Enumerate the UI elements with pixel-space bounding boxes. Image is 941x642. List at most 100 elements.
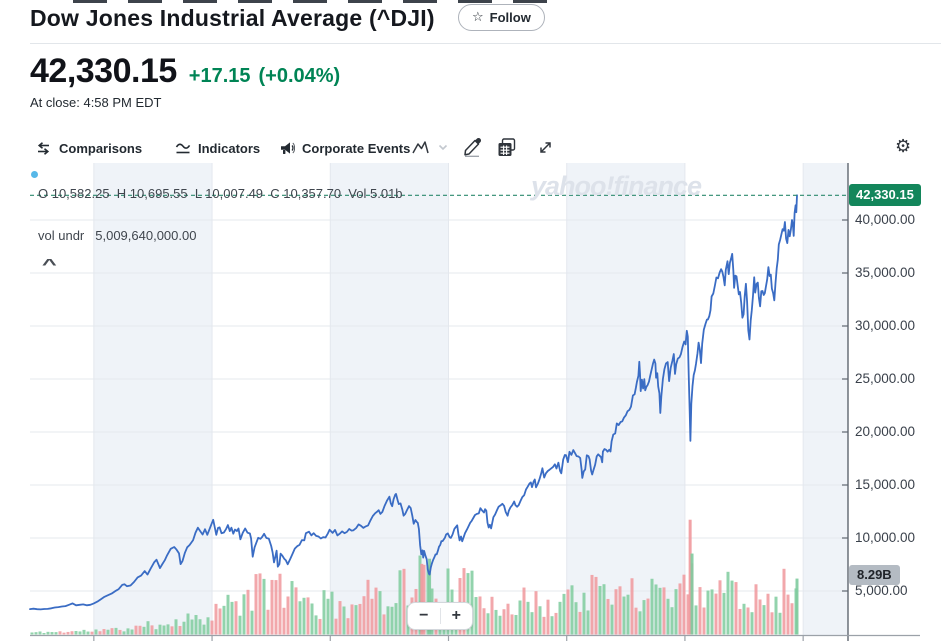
calculator-button[interactable] [497, 134, 517, 160]
market-time-note: At close: 4:58 PM EDT [30, 95, 162, 110]
y-axis-label: 5,000.00 [855, 583, 908, 598]
volume-bar [94, 629, 98, 635]
volume-bar [702, 607, 706, 635]
ohlc-legend: O 10,582.25 H 10,695.55 L 10,007.49 C 10… [38, 186, 403, 201]
price-change-percent: (+0.04%) [258, 65, 341, 87]
volume-bar [766, 593, 770, 635]
volume-bar [662, 587, 666, 635]
volume-bar [762, 605, 766, 635]
volume-bar [262, 578, 266, 635]
volume-bar [530, 612, 534, 635]
y-axis-label: 30,000.00 [855, 318, 916, 333]
volume-spike-bar [428, 558, 432, 635]
volume-bar [578, 611, 582, 635]
volume-bar [346, 618, 350, 635]
range-start-dot [31, 171, 38, 178]
volume-bar [710, 589, 714, 635]
volume-bar [114, 627, 118, 635]
corporate-events-button[interactable]: Corporate Events [280, 136, 410, 160]
volume-bar [118, 629, 122, 635]
volume-bar [166, 624, 170, 635]
volume-bar [426, 565, 430, 635]
volume-bar [602, 584, 606, 635]
volume-bar [774, 596, 778, 635]
price-line [29, 194, 798, 611]
volume-bar [542, 616, 546, 635]
volume-bar [82, 629, 86, 635]
volume-bar [146, 621, 150, 635]
page-title: Dow Jones Industrial Average (^DJI) [30, 5, 435, 31]
volume-bar [562, 593, 566, 635]
volume-bar [278, 573, 282, 635]
current-price: 42,330.15 [30, 52, 177, 90]
quote-summary: 42,330.15 +17.15 (+0.04%) [30, 52, 340, 91]
volume-bar [194, 615, 198, 635]
volume-bar [318, 618, 322, 635]
volume-bar [470, 570, 474, 635]
volume-bar [538, 606, 542, 635]
volume-bar [226, 594, 230, 635]
corporate-events-label: Corporate Events [302, 140, 411, 156]
volume-bar [98, 631, 102, 635]
volume-bar [714, 593, 718, 635]
volume-bar [198, 619, 202, 635]
volume-bar [650, 578, 654, 635]
expand-icon [540, 141, 551, 153]
volume-legend-label: vol undr [38, 228, 85, 243]
volume-bar [374, 587, 378, 635]
volume-bar [494, 609, 498, 635]
comparisons-button[interactable]: Comparisons [35, 136, 142, 160]
background-band [330, 163, 449, 635]
volume-bar [170, 626, 174, 635]
volume-bar [322, 590, 326, 635]
volume-bar [378, 591, 382, 635]
volume-spike-bar [795, 578, 799, 635]
chart-type-button[interactable] [412, 134, 448, 160]
volume-bar [362, 596, 366, 635]
volume-bar [606, 598, 610, 635]
volume-bar [502, 609, 506, 635]
volume-bar [230, 601, 234, 635]
zoom-out-button[interactable]: − [408, 603, 440, 629]
indicators-icon [175, 142, 191, 153]
pencil-icon [464, 137, 482, 157]
volume-bar [274, 580, 278, 635]
volume-bar [634, 607, 638, 635]
price-change: +17.15 [188, 65, 251, 87]
volume-bar [238, 615, 242, 635]
volume-bar [294, 587, 298, 635]
collapse-caret-icon[interactable]: ^ [41, 256, 57, 273]
zoom-in-button[interactable]: + [441, 603, 473, 629]
volume-bar [282, 607, 286, 635]
volume-bar [382, 614, 386, 635]
volume-bar [610, 604, 614, 635]
volume-bar [254, 574, 258, 635]
volume-bar [790, 603, 794, 635]
background-band [566, 163, 685, 635]
settings-gear-icon[interactable]: ⚙ [895, 136, 912, 157]
volume-bar [582, 592, 586, 635]
fullscreen-button[interactable] [537, 134, 554, 160]
volume-bar [546, 599, 550, 635]
volume-bar [694, 605, 698, 635]
follow-button[interactable]: ☆ Follow [458, 4, 545, 31]
volume-bar [682, 574, 686, 635]
volume-bar [162, 625, 166, 635]
volume-bar [134, 625, 138, 635]
yahoo-finance-watermark: yahoo!finance [531, 171, 702, 201]
volume-bar [330, 591, 334, 635]
volume-bar [490, 596, 494, 635]
volume-bar [102, 629, 106, 635]
calculator-icon [498, 137, 516, 156]
indicators-button[interactable]: Indicators [175, 136, 260, 160]
volume-bar [242, 594, 246, 635]
draw-annotation-button[interactable] [461, 134, 483, 160]
volume-bar [418, 555, 422, 635]
volume-bar [386, 606, 390, 635]
volume-bar [750, 612, 754, 635]
volume-bar [742, 603, 746, 635]
volume-bar [734, 582, 738, 635]
background-band [803, 163, 848, 635]
volume-bar [718, 580, 722, 635]
